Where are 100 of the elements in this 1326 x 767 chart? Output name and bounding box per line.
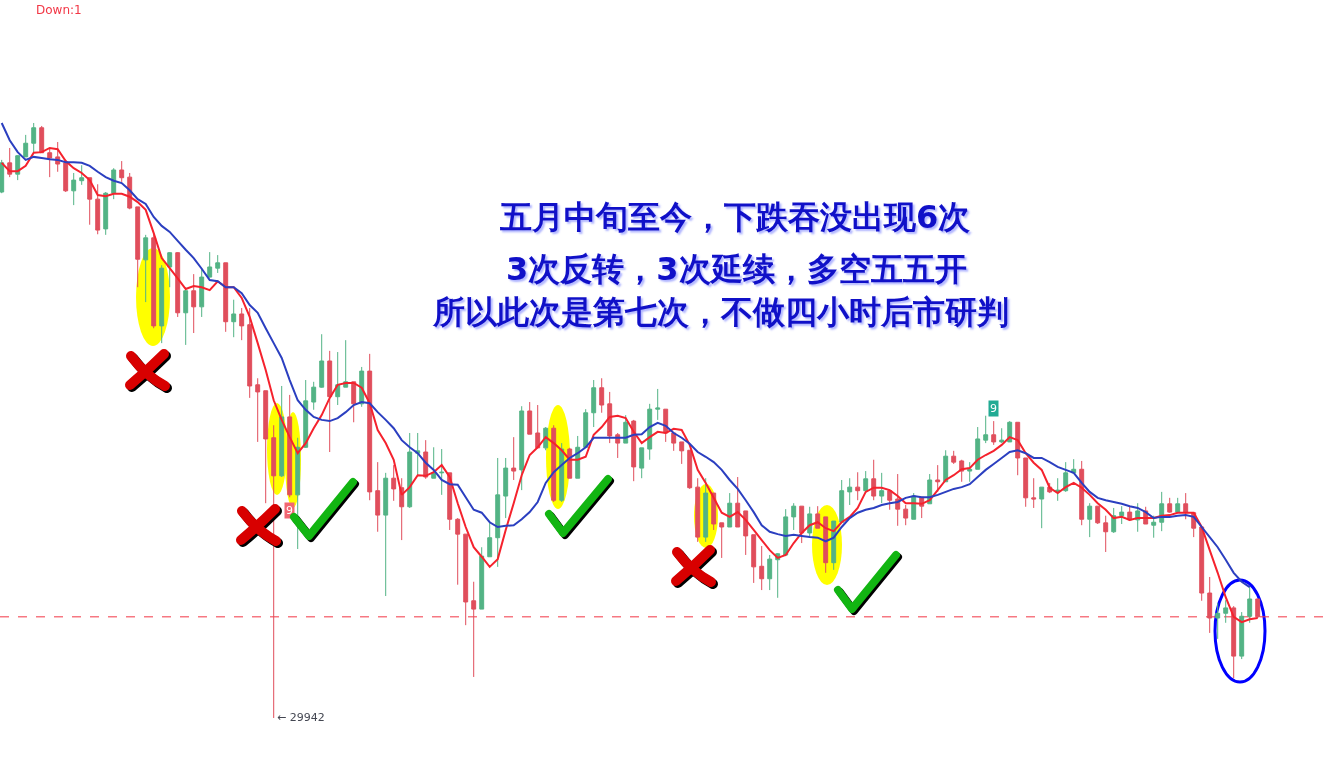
candlestick — [1239, 611, 1245, 660]
candlestick — [719, 522, 725, 559]
candlestick — [319, 333, 325, 389]
annotation: 9 — [286, 504, 293, 517]
candlestick — [591, 379, 597, 428]
candlestick — [191, 273, 197, 334]
candlestick — [439, 448, 445, 496]
candlestick — [335, 351, 341, 406]
candlestick — [407, 432, 413, 509]
candlestick — [527, 401, 533, 435]
candlestick — [759, 545, 765, 591]
candlestick — [119, 160, 125, 183]
candlestick — [655, 388, 661, 421]
candlestick — [847, 477, 853, 506]
candlestick — [1255, 598, 1261, 619]
candlestick — [799, 505, 805, 544]
candlestick — [0, 159, 5, 194]
candlestick — [999, 427, 1005, 444]
candlestick — [767, 554, 773, 591]
candlestick — [23, 134, 29, 158]
candlestick — [943, 449, 949, 483]
candlestick — [895, 473, 901, 527]
candlestick — [455, 517, 461, 586]
candlestick — [1031, 477, 1037, 509]
candlestick — [751, 534, 757, 584]
candlestick — [255, 377, 261, 443]
candlestick — [327, 350, 333, 453]
candlestick — [1207, 576, 1213, 634]
candlestick — [791, 502, 797, 531]
candlestick — [1183, 492, 1189, 520]
candlestick — [887, 489, 893, 511]
candlestick — [1095, 505, 1101, 525]
candlestick — [1119, 505, 1125, 525]
annotation: 所以此次是第七次，不做四小时后市研判 — [432, 293, 1009, 331]
candlestick — [71, 172, 77, 206]
candlestick — [871, 459, 877, 501]
candlestick — [863, 470, 869, 494]
candlestick — [367, 353, 373, 501]
candlestick — [1103, 515, 1109, 553]
candlestick — [471, 581, 477, 678]
candlestick — [839, 479, 845, 523]
candlestick — [511, 436, 517, 481]
candlestick — [391, 464, 397, 502]
candlestick — [199, 267, 205, 318]
candlestick — [519, 405, 525, 491]
candlestick — [311, 381, 317, 411]
candlestick — [223, 262, 229, 333]
candlestick — [135, 206, 141, 288]
candlestick — [639, 447, 645, 479]
candlestick — [1039, 486, 1045, 529]
candlestick — [671, 432, 677, 452]
candlestick — [175, 251, 181, 318]
annotation: 3次反转，3次延续，多空五五开 — [506, 250, 967, 288]
candlestick — [599, 377, 605, 414]
candlestick — [1199, 526, 1205, 602]
candlestick — [95, 183, 101, 235]
candlestick — [727, 492, 733, 528]
candlestick — [967, 461, 973, 483]
candlestick — [823, 516, 829, 574]
candlestick — [1247, 586, 1253, 624]
candlestick — [263, 390, 269, 504]
candlestick — [79, 164, 85, 186]
candlestick — [975, 426, 981, 470]
candlestick — [159, 264, 165, 344]
candlestick — [1167, 497, 1173, 514]
candlestick — [695, 477, 701, 543]
text: Down:1 — [36, 3, 82, 17]
candlestick — [351, 381, 357, 423]
candlestick — [991, 420, 997, 446]
candlestick — [103, 191, 109, 236]
candlestick — [495, 457, 501, 568]
candlestick — [735, 476, 741, 528]
annotation: ← 29942 — [277, 711, 325, 724]
candlestick — [487, 522, 493, 558]
candlestick — [903, 504, 909, 526]
candlestick — [479, 546, 485, 610]
candlestick — [287, 394, 293, 498]
candlestick — [375, 461, 381, 533]
candlestick — [703, 477, 709, 543]
candlestick — [47, 147, 53, 178]
candlestick — [247, 307, 253, 399]
candlestick — [279, 385, 285, 478]
candlestick — [855, 471, 861, 501]
candlestick — [1231, 605, 1237, 679]
candlestick — [583, 408, 589, 448]
candlestick — [743, 510, 749, 556]
candlestick — [207, 251, 213, 279]
candlestick — [679, 441, 685, 465]
candlestick — [551, 424, 557, 503]
candlestick — [1223, 599, 1229, 624]
candlestick — [415, 432, 421, 476]
candlestick — [39, 125, 45, 154]
candlestick — [431, 446, 437, 479]
candlestick — [231, 299, 237, 338]
candlestick — [1087, 502, 1093, 538]
candlestick — [271, 424, 277, 719]
candlestick — [983, 415, 989, 444]
candlestick — [1215, 602, 1221, 640]
candlestick — [1151, 515, 1157, 539]
candlestick — [1023, 457, 1029, 508]
